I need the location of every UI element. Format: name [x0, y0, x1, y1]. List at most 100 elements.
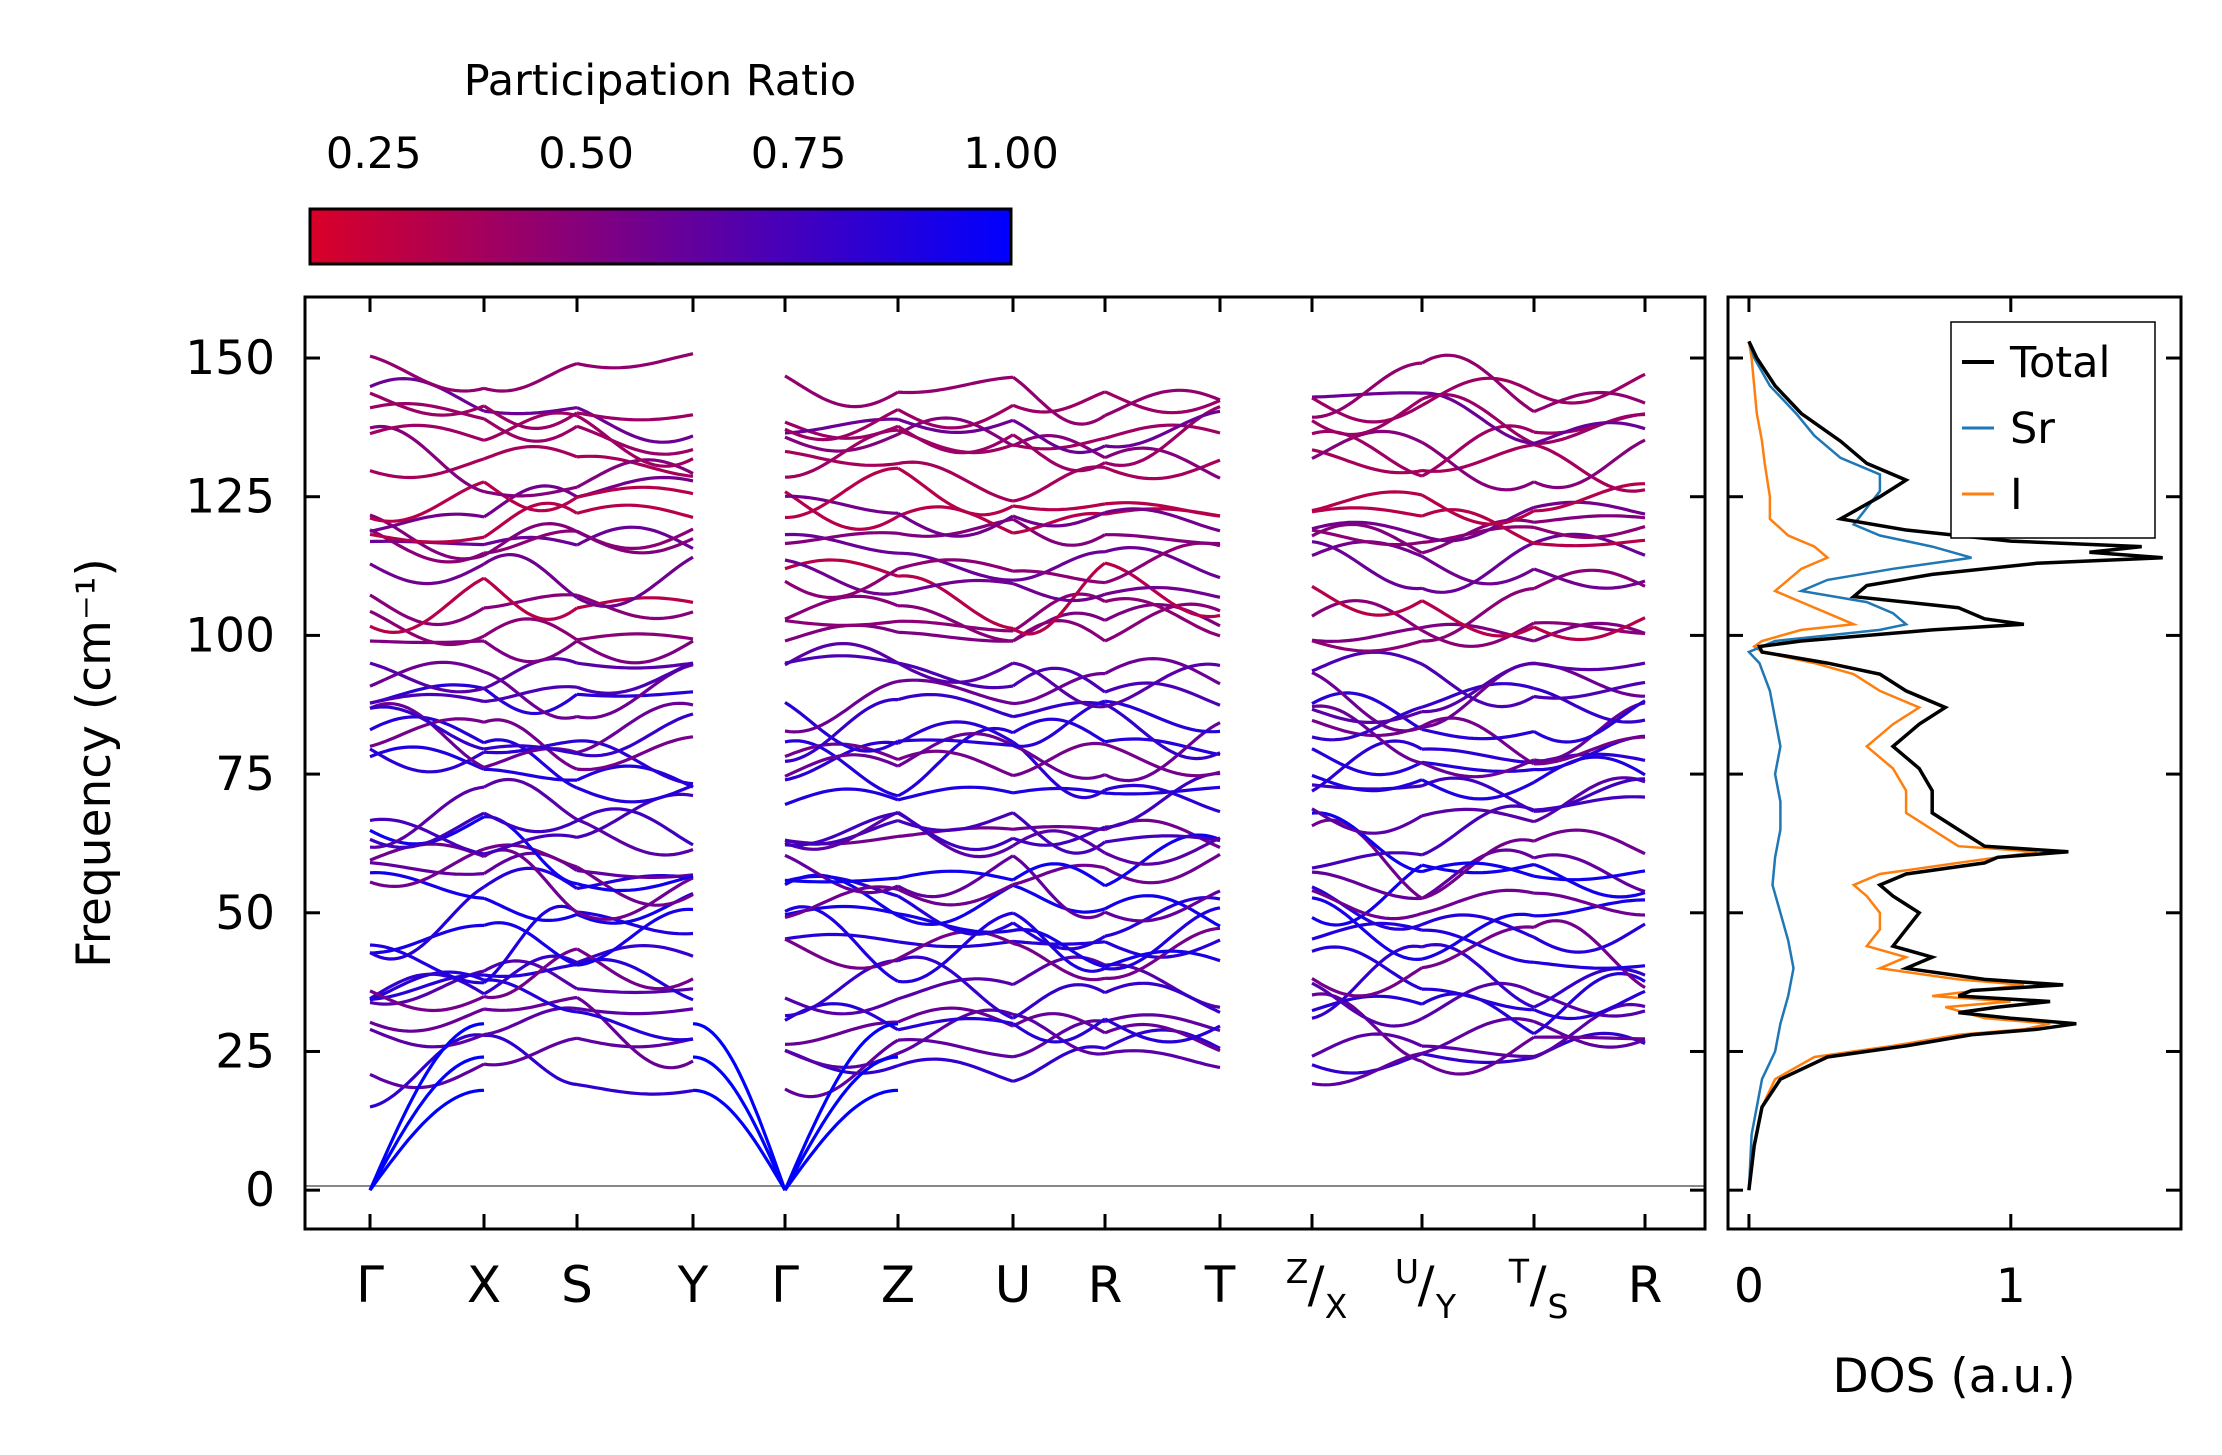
- band-branch: [1311, 994, 1423, 1013]
- band-branch: [1533, 891, 1646, 917]
- band-branch: [369, 717, 485, 748]
- band-branch: [784, 937, 899, 970]
- band-branch: [1104, 785, 1221, 796]
- band-branch: [1533, 525, 1646, 539]
- band-branch: [483, 593, 578, 610]
- band-branch: [1311, 747, 1423, 777]
- band-branch: [897, 424, 1014, 455]
- band-branch: [1311, 397, 1423, 437]
- tick-label-bottom: Y: [1435, 1287, 1457, 1326]
- band-branch: [576, 555, 694, 609]
- band-branch: [1311, 705, 1423, 742]
- band-branch: [1012, 911, 1106, 973]
- legend-box: [1950, 321, 2156, 539]
- band-branch: [1012, 928, 1106, 969]
- band-branch: [897, 894, 1014, 936]
- band-branch: [1012, 433, 1106, 460]
- band-branch: [369, 870, 485, 900]
- band-branch: [1104, 602, 1221, 643]
- band-branch: [1421, 848, 1535, 900]
- legend-entries: Total Sr I: [1962, 338, 2110, 520]
- band-branch: [1105, 533, 1221, 546]
- band-branch: [897, 375, 1014, 395]
- band-branch: [897, 731, 1014, 768]
- band-x-tick-label: T: [1204, 1256, 1236, 1314]
- band-branch: [784, 466, 899, 520]
- band-y-tick-label: 75: [215, 747, 275, 802]
- band-branch: [1311, 944, 1423, 1020]
- band-branch: [897, 1038, 1014, 1059]
- band-branch: [1012, 582, 1106, 603]
- band-x-tick-label: R: [1628, 1256, 1663, 1314]
- band-branch: [1533, 853, 1646, 894]
- band-branch: [369, 692, 485, 705]
- band-branch: [897, 1006, 1014, 1028]
- band-branch: [897, 661, 1014, 690]
- band-branch: [483, 978, 578, 1014]
- band-branch: [897, 911, 1014, 984]
- band-y-tick-label: 0: [245, 1163, 275, 1218]
- band-y-tick-label: 150: [185, 331, 275, 386]
- band-branch: [1421, 441, 1535, 492]
- band-branch: [369, 973, 485, 1001]
- band-branch: [1311, 981, 1423, 1028]
- band-branch: [1012, 883, 1106, 914]
- band-branch: [1012, 569, 1106, 585]
- band-branch: [369, 972, 485, 1000]
- acoustic-branch: [692, 1022, 787, 1191]
- band-branch: [1533, 735, 1646, 766]
- band-branch: [1311, 945, 1423, 991]
- band-branch: [483, 896, 578, 922]
- band-branch: [897, 578, 1014, 595]
- band-branch: [576, 661, 694, 695]
- band-branch: [1533, 412, 1646, 446]
- band-branch: [1421, 541, 1535, 594]
- band-branch: [1012, 941, 1106, 982]
- band-branch: [369, 402, 485, 421]
- band-branch: [483, 617, 578, 642]
- band-branch: [1533, 777, 1646, 813]
- band-branch: [784, 490, 899, 531]
- band-branch: [483, 535, 578, 547]
- band-branch: [1012, 390, 1106, 414]
- band-branch: [1533, 500, 1646, 516]
- band-branch: [1421, 747, 1535, 765]
- band-branch: [1533, 967, 1646, 1009]
- band-branch: [784, 1002, 899, 1032]
- band-branch: [369, 1007, 485, 1033]
- band-branch: [369, 661, 485, 694]
- band-branch: [1533, 1002, 1646, 1059]
- band-branch: [1012, 744, 1106, 780]
- band-branch: [1421, 599, 1535, 638]
- band-branch: [576, 739, 694, 786]
- band-branch: [1421, 776, 1535, 813]
- band-x-tick-label: Γ: [771, 1256, 799, 1314]
- tick-label-bottom: X: [1325, 1287, 1348, 1326]
- band-branch: [1012, 811, 1106, 855]
- band-branch: [1012, 502, 1106, 512]
- band-branch: [784, 558, 899, 596]
- band-branch: [1311, 391, 1423, 399]
- band-branch: [483, 947, 578, 1000]
- dos-frame: [1726, 295, 2183, 1231]
- band-branch: [576, 712, 694, 758]
- band-branch: [1104, 737, 1221, 757]
- tick-label-slash: /: [1308, 1256, 1325, 1314]
- band-x-tick-label: Z: [881, 1256, 915, 1314]
- band-branch: [784, 449, 899, 467]
- band-branch: [1311, 520, 1423, 538]
- band-branch: [784, 619, 899, 627]
- band-branch: [1012, 418, 1106, 455]
- band-branch: [1311, 639, 1423, 653]
- band-branch: [576, 701, 694, 755]
- band-branch: [1422, 661, 1535, 714]
- band-branch: [1104, 949, 1221, 969]
- band-branch: [1311, 540, 1423, 591]
- band-branch: [1311, 807, 1423, 835]
- band-branch: [1104, 390, 1221, 415]
- band-branch: [483, 362, 578, 393]
- band-branch: [1104, 1017, 1221, 1044]
- band-branch: [369, 1062, 485, 1090]
- band-branch: [897, 869, 1014, 882]
- band-branch: [1104, 596, 1221, 638]
